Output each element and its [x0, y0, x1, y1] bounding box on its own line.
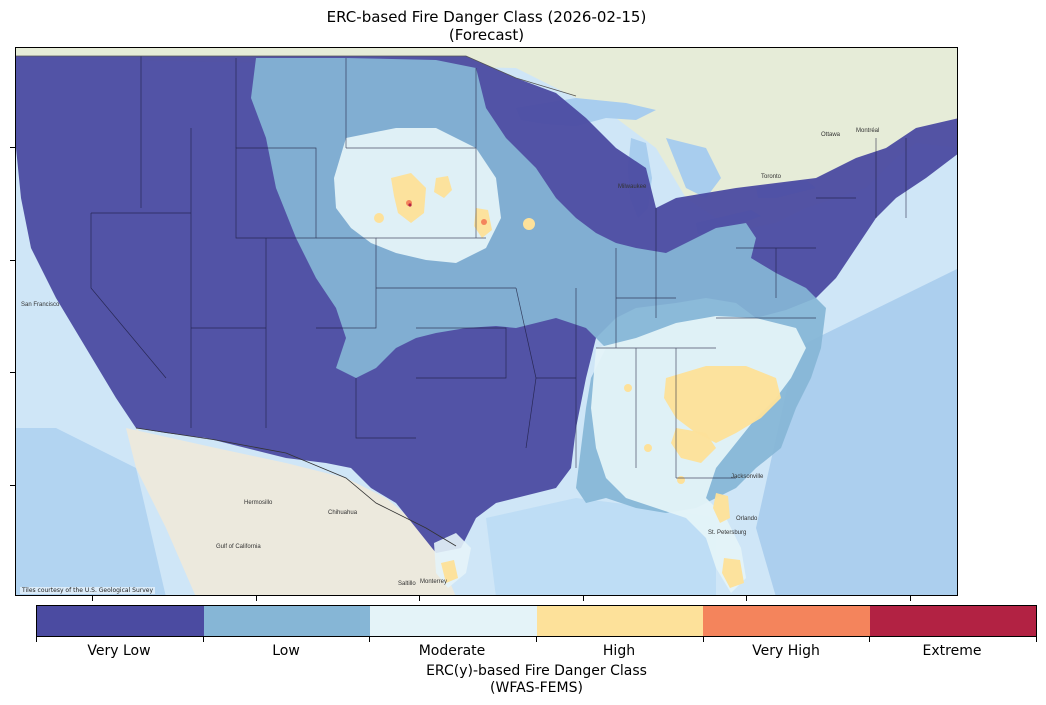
- state-boundaries: [90, 56, 907, 479]
- canada-land: [16, 48, 957, 228]
- colorbar-tick: [703, 637, 704, 642]
- colorbar-segment-very-high: [703, 606, 870, 636]
- map-title-line1: ERC-based Fire Danger Class (2026-02-15): [326, 8, 647, 26]
- colorbar: [36, 605, 1037, 637]
- place-label: Saltillo: [398, 581, 416, 587]
- place-label: Monterrey: [420, 579, 447, 585]
- place-label: Hermosillo: [244, 500, 273, 506]
- us-mexico-border: [135, 427, 457, 547]
- lake-huron: [666, 138, 721, 198]
- colorbar-segment-extreme: [869, 606, 1036, 636]
- colorbar-label-very-low: Very Low: [87, 643, 151, 659]
- fire-danger-high-spot: [374, 213, 384, 223]
- place-label: Montréal: [856, 128, 879, 134]
- colorbar-label-high: High: [602, 643, 636, 659]
- colorbar-title-line2: (WFAS-FEMS): [490, 680, 583, 696]
- colorbar-tick: [36, 637, 37, 642]
- fire-danger-high-area: [664, 366, 781, 443]
- map-panel[interactable]: Hermosillo Chihuahua Monterrey Saltillo …: [15, 47, 958, 596]
- x-axis-tick: [583, 596, 584, 601]
- x-axis-tick: [419, 596, 420, 601]
- colorbar-tick: [1036, 637, 1037, 642]
- fire-danger-high-spot: [644, 444, 652, 452]
- fire-danger-map: Hermosillo Chihuahua Monterrey Saltillo …: [16, 48, 957, 595]
- fire-danger-high-area: [391, 173, 426, 223]
- fire-danger-high-area: [713, 493, 730, 523]
- fire-danger-very-high-spot: [481, 219, 487, 225]
- y-axis-tick: [10, 372, 15, 373]
- y-axis-tick: [10, 147, 15, 148]
- baja-land: [136, 428, 216, 568]
- place-label: Gulf of California: [216, 544, 261, 550]
- fire-danger-high-spot: [624, 384, 632, 392]
- colorbar-segment-high: [536, 606, 703, 636]
- tile-credit: Tiles courtesy of the U.S. Geological Su…: [20, 587, 156, 594]
- x-axis-tick: [256, 596, 257, 601]
- fire-danger-high-area: [434, 176, 452, 198]
- us-canada-border: [16, 55, 577, 97]
- fire-danger-high-area: [441, 560, 458, 583]
- colorbar-label-very-high: Very High: [752, 643, 820, 659]
- colorbar-tick: [869, 637, 870, 642]
- place-label: San Francisco: [21, 302, 60, 308]
- x-axis-tick: [910, 596, 911, 601]
- fire-danger-extreme-spot: [408, 203, 412, 207]
- map-title-line2: (Forecast): [448, 26, 525, 44]
- colorbar-label-extreme: Extreme: [922, 643, 982, 659]
- fire-danger-high-area: [722, 558, 744, 588]
- place-label: Chihuahua: [328, 510, 358, 516]
- colorbar-segment-very-low: [37, 606, 204, 636]
- colorbar-segment-moderate: [370, 606, 537, 636]
- x-axis-tick: [92, 596, 93, 601]
- gulf-shade: [486, 498, 716, 595]
- ocean-shade: [16, 428, 166, 595]
- fire-danger-high-spot: [677, 476, 685, 484]
- x-axis-tick: [746, 596, 747, 601]
- colorbar-label-moderate: Moderate: [418, 643, 486, 659]
- colorbar-title-line1: ERC(y)-based Fire Danger Class: [426, 663, 647, 679]
- colorbar-segment-low: [203, 606, 370, 636]
- place-label: Jacksonville: [731, 474, 764, 480]
- colorbar-tick: [536, 637, 537, 642]
- fire-danger-high-area: [671, 428, 716, 463]
- y-axis-tick: [10, 260, 15, 261]
- y-axis-tick: [10, 485, 15, 486]
- place-label: Ottawa: [821, 132, 841, 138]
- colorbar-tick: [369, 637, 370, 642]
- place-label: St. Petersburg: [708, 530, 746, 536]
- colorbar-tick: [203, 637, 204, 642]
- place-label: Toronto: [761, 174, 782, 180]
- place-label: Orlando: [736, 516, 758, 522]
- colorbar-label-low: Low: [272, 643, 300, 659]
- place-label: Milwaukee: [618, 184, 647, 190]
- fire-danger-high-spot: [523, 218, 535, 230]
